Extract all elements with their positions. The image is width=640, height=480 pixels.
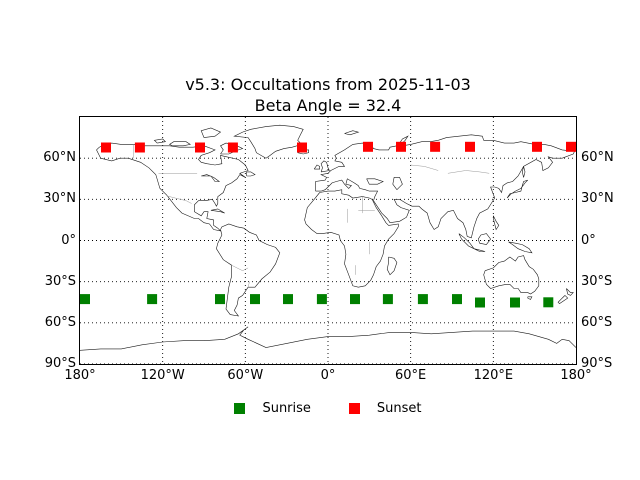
y-axis-tick-label-left: 90°S <box>44 356 76 371</box>
sunrise-marker <box>543 297 554 308</box>
sunrise-marker <box>283 294 293 305</box>
coastline <box>566 288 574 296</box>
coastline <box>169 141 191 147</box>
y-axis-tick-label-left: 30°N <box>43 191 76 207</box>
world-map <box>80 117 576 364</box>
coastline <box>210 208 225 214</box>
coastline <box>200 127 222 138</box>
sunrise-marker <box>452 294 462 305</box>
sunset-marker <box>134 142 145 153</box>
coastline <box>492 215 500 231</box>
coastline <box>246 171 256 177</box>
plot-subtitle: Beta Angle = 32.4 <box>254 96 402 115</box>
y-axis-tick-label-right: 90°S <box>581 356 613 371</box>
sunrise-marker <box>80 294 90 305</box>
legend-item-sunset: Sunset <box>348 400 422 416</box>
map-frame <box>79 116 577 365</box>
sunset-marker <box>101 142 111 153</box>
coastline <box>304 189 399 288</box>
sunset-marker <box>227 142 238 153</box>
country-border <box>447 170 490 174</box>
coastline <box>153 138 167 144</box>
legend: Sunrise Sunset <box>80 399 576 417</box>
coastline <box>80 326 576 351</box>
coastline <box>233 124 304 159</box>
y-axis-tick-label-left: 0° <box>61 232 76 248</box>
coastline <box>527 296 533 300</box>
sunset-marker <box>532 141 542 152</box>
x-axis-tick-label: 60°W <box>227 368 264 383</box>
legend-label-sunrise: Sunrise <box>262 400 311 416</box>
sunrise-marker <box>316 294 327 305</box>
sunset-marker <box>396 141 406 152</box>
plot-title: v5.3: Occultations from 2025-11-03 <box>185 75 471 94</box>
sunset-marker-icon <box>348 402 360 414</box>
sunset-marker <box>297 142 307 153</box>
sunrise-marker <box>250 294 260 305</box>
coastline <box>313 164 320 170</box>
y-axis-tick-label-right: 30°N <box>581 191 614 207</box>
sunrise-marker <box>147 294 158 305</box>
x-axis-tick-label: 180° <box>64 368 96 383</box>
legend-label-sunset: Sunset <box>376 400 422 416</box>
x-axis-tick-label: 120°W <box>140 368 185 383</box>
x-axis-tick-label: 180° <box>560 368 592 383</box>
country-border <box>231 264 249 271</box>
coastline <box>392 177 403 190</box>
y-axis-tick-label-left: 30°S <box>44 273 76 289</box>
coastline <box>320 160 330 173</box>
coastline <box>521 166 526 178</box>
sunset-marker <box>195 142 205 153</box>
y-axis-tick-label-left: 60°S <box>44 314 76 330</box>
x-axis-tick-label: 120°E <box>473 368 514 383</box>
sunrise-marker <box>417 294 428 305</box>
coastline <box>96 142 249 232</box>
coastline <box>386 256 398 276</box>
y-axis-tick-label-right: 60°N <box>581 150 614 166</box>
coastline <box>344 130 360 136</box>
legend-item-sunrise: Sunrise <box>234 400 311 416</box>
coastline <box>506 179 529 199</box>
y-axis-tick-label-right: 30°S <box>581 273 613 289</box>
coastline <box>216 223 281 317</box>
country-border <box>247 281 250 288</box>
sunset-marker <box>566 141 576 152</box>
sunset-marker <box>465 141 475 152</box>
country-border <box>410 164 439 171</box>
title-block: v5.3: Occultations from 2025-11-03 Beta … <box>80 74 576 116</box>
coastline <box>477 233 491 245</box>
x-axis-tick-label: 0° <box>320 368 336 383</box>
country-border <box>166 195 192 204</box>
y-axis-tick-label-right: 60°S <box>581 314 613 330</box>
y-axis-tick-label-right: 0° <box>581 232 596 248</box>
sunrise-marker <box>475 297 485 308</box>
coastline <box>508 241 533 254</box>
sunset-marker <box>430 141 441 152</box>
coastline <box>473 248 486 252</box>
coastline <box>366 178 384 185</box>
coastline <box>483 255 540 295</box>
sunrise-marker <box>350 294 360 305</box>
sunrise-marker <box>382 294 393 305</box>
sunrise-marker <box>510 297 520 308</box>
coastline <box>557 295 569 304</box>
y-axis-tick-label-left: 60°N <box>43 150 76 166</box>
x-axis-tick-label: 60°E <box>395 368 427 383</box>
sunrise-marker <box>215 294 225 305</box>
sunset-marker <box>363 141 373 152</box>
coastline <box>315 134 576 239</box>
coastline <box>201 174 221 182</box>
sunrise-marker-icon <box>234 402 246 414</box>
